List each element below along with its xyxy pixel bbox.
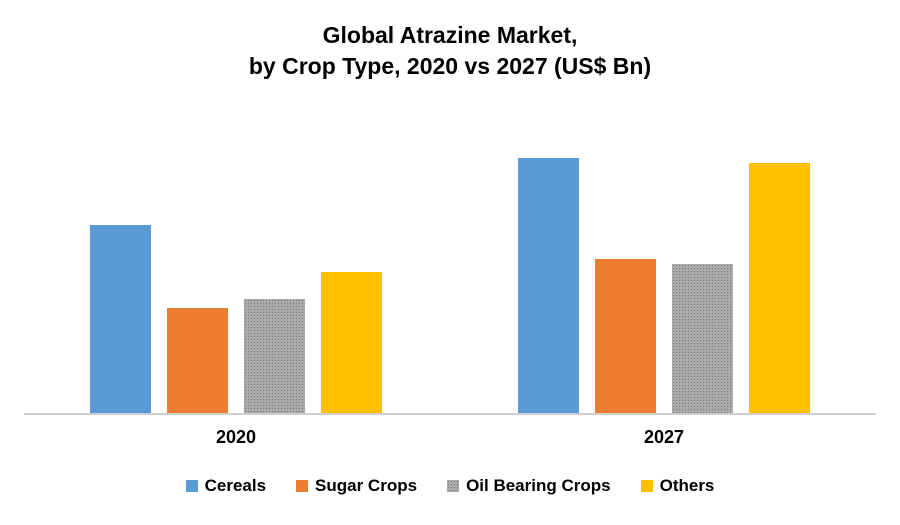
bar-oil-bearing-crops-2027 bbox=[672, 264, 733, 413]
x-tick-2027: 2027 bbox=[643, 427, 685, 447]
bar-others-2027 bbox=[749, 163, 810, 413]
bar-group-2027 bbox=[518, 158, 810, 413]
bar-sugar-crops-2020 bbox=[167, 308, 228, 413]
bar-others-2020 bbox=[321, 272, 382, 413]
chart-area: 2020 2027 bbox=[24, 158, 876, 448]
legend-swatch-icon bbox=[185, 480, 198, 492]
legend-label: Others bbox=[659, 476, 715, 495]
plot-area bbox=[24, 158, 876, 415]
bar-sugar-crops-2027 bbox=[595, 259, 656, 413]
legend-item-oil-bearing-crops: Oil Bearing Crops bbox=[447, 476, 611, 496]
bar-oil-bearing-crops-2020 bbox=[244, 299, 305, 413]
bar-group-2020 bbox=[90, 225, 382, 413]
legend-swatch-icon bbox=[296, 480, 309, 492]
legend-item-sugar-crops: Sugar Crops bbox=[296, 476, 417, 496]
legend-swatch-icon bbox=[640, 480, 653, 492]
legend-label: Cereals bbox=[204, 476, 267, 495]
legend-item-cereals: Cereals bbox=[185, 476, 267, 496]
legend-swatch-icon bbox=[447, 480, 460, 492]
bar-cereals-2020 bbox=[90, 225, 151, 413]
bar-cereals-2027 bbox=[518, 158, 579, 413]
legend-label: Sugar Crops bbox=[315, 476, 418, 495]
chart-title: Global Atrazine Market, by Crop Type, 20… bbox=[0, 0, 900, 82]
chart-legend: Cereals Sugar Crops Oil Bearing Crops Other… bbox=[0, 476, 900, 496]
x-axis-tick-row: 2020 2027 bbox=[24, 427, 876, 448]
chart-title-line-2: by Crop Type, 2020 vs 2027 (US$ Bn) bbox=[248, 53, 652, 79]
legend-label: Oil Bearing Crops bbox=[466, 476, 611, 495]
chart-title-line-1: Global Atrazine Market, bbox=[322, 22, 578, 48]
x-tick-2020: 2020 bbox=[215, 427, 257, 447]
legend-item-others: Others bbox=[640, 476, 715, 496]
